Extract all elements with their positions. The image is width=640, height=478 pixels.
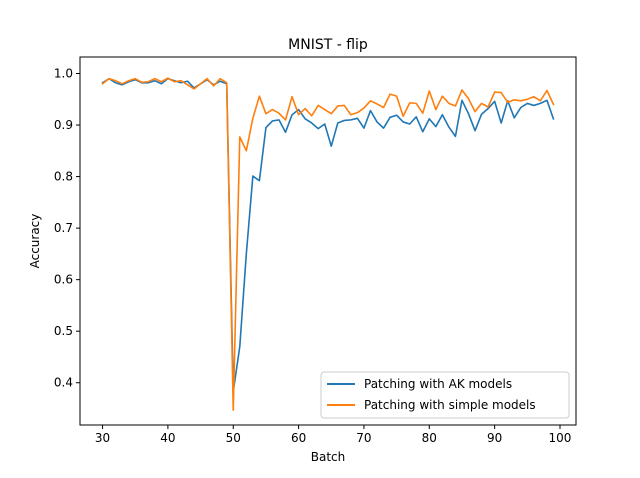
plot-area bbox=[101, 77, 555, 411]
legend-label-ak-models: Patching with AK models bbox=[364, 377, 512, 391]
legend-label-simple-models: Patching with simple models bbox=[364, 398, 536, 412]
x-tick-label: 80 bbox=[422, 431, 437, 445]
x-tick-label: 50 bbox=[226, 431, 241, 445]
y-tick-label: 0.4 bbox=[54, 376, 73, 390]
x-axis-label: Batch bbox=[311, 450, 346, 464]
chart-title: MNIST - flip bbox=[288, 37, 368, 53]
axes-frame bbox=[79, 56, 577, 426]
y-tick-label: 0.7 bbox=[54, 221, 73, 235]
x-axis-ticks: 30 40 50 60 70 80 90 100 bbox=[95, 425, 572, 445]
series-line-simple-models bbox=[101, 77, 555, 411]
y-tick-label: 0.6 bbox=[54, 273, 73, 287]
x-tick-label: 70 bbox=[356, 431, 371, 445]
x-tick-label: 100 bbox=[549, 431, 572, 445]
y-axis-ticks: 0.4 0.5 0.6 0.7 0.8 0.9 1.0 bbox=[54, 66, 80, 390]
y-tick-label: 0.8 bbox=[54, 170, 73, 184]
legend-box bbox=[320, 371, 570, 419]
x-tick-label: 30 bbox=[95, 431, 110, 445]
x-tick-label: 40 bbox=[160, 431, 175, 445]
x-tick-label: 90 bbox=[487, 431, 502, 445]
y-tick-label: 0.5 bbox=[54, 324, 73, 338]
y-tick-label: 1.0 bbox=[54, 66, 73, 80]
y-axis-label: Accuracy bbox=[28, 214, 42, 269]
y-tick-label: 0.9 bbox=[54, 118, 73, 132]
x-tick-label: 60 bbox=[291, 431, 306, 445]
legend: Patching with AK models Patching with si… bbox=[320, 371, 570, 419]
